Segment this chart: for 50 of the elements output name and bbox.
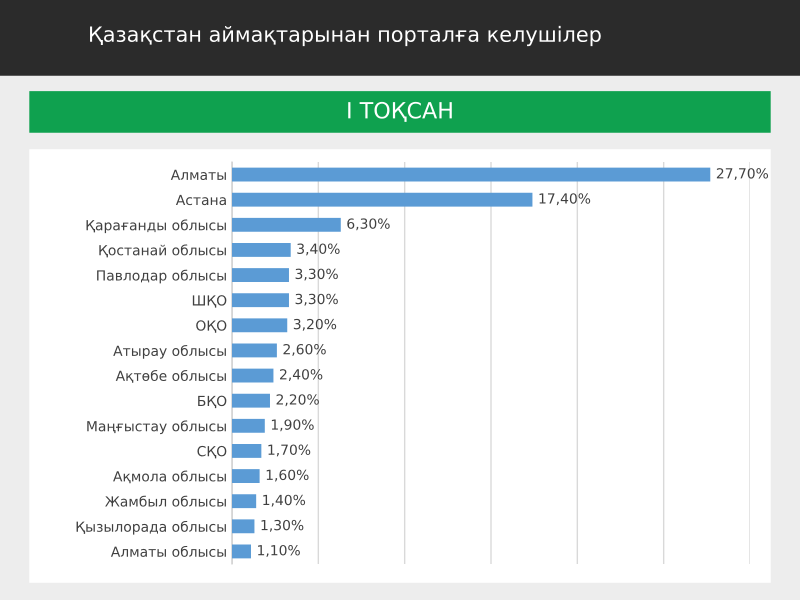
bar xyxy=(232,318,288,332)
data-label: 2,60% xyxy=(283,344,326,356)
bar xyxy=(232,418,265,433)
y-tick-label: Маңғыстау облысы xyxy=(87,420,226,434)
data-label: 1,70% xyxy=(268,444,310,456)
y-tick-label: Павлодар облысы xyxy=(97,270,226,284)
y-tick-label: Қостанай облысы xyxy=(99,244,226,258)
data-label: 1,30% xyxy=(262,520,304,532)
bar xyxy=(232,243,291,257)
bar xyxy=(232,544,251,558)
chart-subtitle: І ТОҚСАН xyxy=(348,102,452,122)
data-label: 2,20% xyxy=(276,394,319,406)
y-tick-label: СҚО xyxy=(197,446,226,458)
data-label: 27,70% xyxy=(716,168,768,180)
data-label: 1,60% xyxy=(266,470,309,482)
bar xyxy=(232,394,270,408)
bar xyxy=(232,494,256,508)
chart-title: Қазақстан аймақтарынан порталға келушілер xyxy=(90,26,601,46)
bar xyxy=(232,344,277,358)
data-label: 17,40% xyxy=(540,193,590,206)
bar xyxy=(232,268,289,282)
y-tick-label: Алматы xyxy=(170,170,226,180)
data-label: 3,30% xyxy=(296,294,338,306)
data-label: 1,10% xyxy=(258,544,300,557)
y-tick-label: Атырау облысы xyxy=(113,345,226,359)
data-label: 3,30% xyxy=(296,268,338,281)
bar xyxy=(232,444,262,458)
data-label: 1,90% xyxy=(272,419,314,432)
data-label: 3,20% xyxy=(294,318,336,331)
y-tick-label: Қызылорада облысы xyxy=(76,520,226,535)
data-label: 6,30% xyxy=(347,218,390,230)
bar xyxy=(232,168,710,182)
data-label: 3,40% xyxy=(297,243,340,256)
y-tick-label: ШҚО xyxy=(192,295,226,308)
data-label: 2,40% xyxy=(280,369,322,382)
bar xyxy=(232,218,341,232)
y-tick-label: Қарағанды облысы xyxy=(86,219,226,234)
bar xyxy=(232,519,254,534)
y-tick-label: Жамбыл облысы xyxy=(105,496,226,507)
bar xyxy=(232,368,274,382)
y-tick-label: БҚО xyxy=(198,396,226,408)
y-tick-label: Алматы облысы xyxy=(110,546,226,557)
bar xyxy=(232,192,532,207)
data-label: 1,40% xyxy=(263,494,306,507)
y-tick-label: Ақтөбе облысы xyxy=(116,370,226,383)
y-tick-label: Ақмола облысы xyxy=(113,470,226,484)
y-tick-label: ОҚО xyxy=(196,320,226,333)
y-tick-label: Астана xyxy=(176,194,226,206)
bar xyxy=(232,293,289,308)
bar xyxy=(232,469,260,483)
